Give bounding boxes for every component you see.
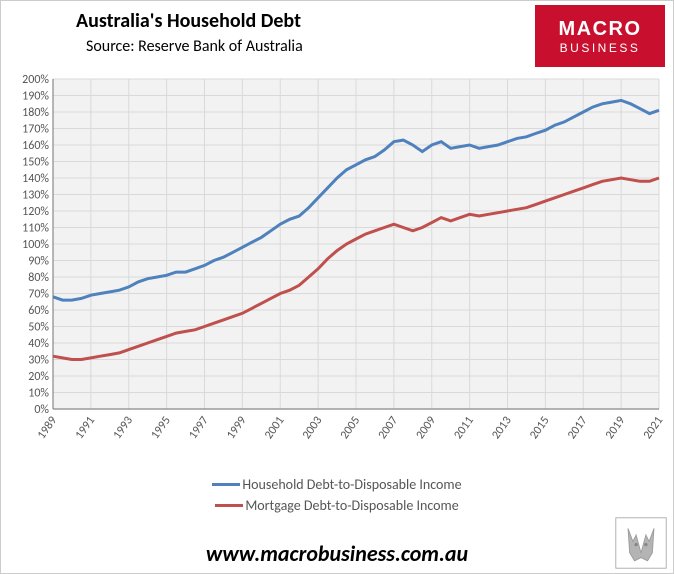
x-tick-label: 1989 [35,414,60,442]
x-tick-label: 2003 [300,414,325,442]
y-tick-label: 30% [28,354,49,368]
y-tick-label: 70% [28,288,49,302]
y-tick-label: 80% [28,271,49,285]
x-tick-label: 1991 [73,414,98,442]
legend-swatch [215,504,243,507]
legend-label: Household Debt-to-Disposable Income [242,476,461,493]
x-tick-label: 2013 [489,414,514,442]
logo-line-2: BUSINESS [560,41,641,55]
y-tick-label: 180% [22,106,49,120]
x-tick-label: 2015 [527,414,552,442]
x-tick-label: 1997 [186,414,211,442]
y-tick-label: 160% [22,139,49,153]
x-tick-label: 1999 [224,414,249,442]
y-tick-label: 170% [22,123,49,137]
legend-swatch [212,483,240,486]
legend-label: Mortgage Debt-to-Disposable Income [245,497,458,514]
footer-url: www.macrobusiness.com.au [1,540,673,567]
x-tick-label: 2007 [376,414,401,442]
y-tick-label: 20% [28,370,49,384]
chart-subtitle: Source: Reserve Bank of Australia [86,37,303,56]
y-tick-label: 120% [22,205,49,219]
y-tick-label: 40% [28,337,49,351]
y-tick-label: 190% [22,90,49,104]
x-tick-label: 2001 [262,414,287,442]
x-tick-label: 2011 [451,414,476,442]
wolf-icon [615,517,667,569]
x-tick-label: 2009 [414,414,439,442]
y-tick-label: 200% [22,73,49,87]
y-tick-label: 90% [28,255,49,269]
y-tick-label: 150% [22,156,49,170]
logo-line-1: MACRO [558,18,641,41]
x-tick-label: 1993 [111,414,136,442]
chart-legend: Household Debt-to-Disposable Income Mort… [1,476,673,514]
y-tick-label: 10% [28,387,49,401]
x-tick-label: 2019 [603,414,628,442]
x-tick-label: 2005 [338,414,363,442]
chart-title: Australia's Household Debt [76,9,301,33]
x-tick-label: 2021 [641,414,666,442]
y-tick-label: 50% [28,321,49,335]
brand-logo: MACRO BUSINESS [535,5,665,67]
y-tick-label: 60% [28,304,49,318]
y-tick-label: 100% [22,238,49,252]
y-tick-label: 110% [22,222,49,236]
chart-svg: 0%10%20%30%40%50%60%70%80%90%100%110%120… [9,73,667,473]
x-tick-label: 2017 [565,414,590,442]
chart-header: Australia's Household Debt Source: Reser… [1,1,673,73]
y-tick-label: 140% [22,172,49,186]
x-tick-label: 1995 [148,414,173,442]
legend-item: Household Debt-to-Disposable Income [212,476,461,493]
line-chart: 0%10%20%30%40%50%60%70%80%90%100%110%120… [9,73,665,473]
y-tick-label: 130% [22,189,49,203]
legend-item: Mortgage Debt-to-Disposable Income [215,497,458,514]
